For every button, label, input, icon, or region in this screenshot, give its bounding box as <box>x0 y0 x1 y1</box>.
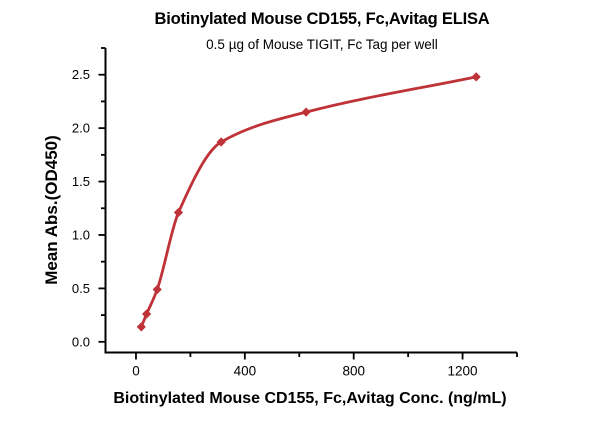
chart-subtitle: 0.5 µg of Mouse TIGIT, Fc Tag per well <box>206 37 438 52</box>
y-tick-label: 0.5 <box>72 281 90 296</box>
y-tick-label: 2.0 <box>72 121 90 136</box>
chart-title: Biotinylated Mouse CD155, Fc,Avitag ELIS… <box>154 10 490 28</box>
fit-curve <box>139 75 478 329</box>
x-tick-label: 1200 <box>448 364 478 379</box>
data-point-marker <box>471 72 481 82</box>
data-point-marker <box>152 284 162 295</box>
data-point-marker <box>173 207 184 218</box>
y-tick-label: 1.5 <box>72 174 90 189</box>
x-tick-label: 800 <box>342 364 365 379</box>
y-tick-label: 0.0 <box>72 334 90 349</box>
axes-frame <box>104 48 517 354</box>
x-axis-label: Biotinylated Mouse CD155, Fc,Avitag Conc… <box>113 390 507 407</box>
data-point-marker <box>136 322 146 332</box>
data-point-marker <box>301 107 311 117</box>
x-tick-label: 0 <box>132 364 140 379</box>
y-tick-label: 1.0 <box>72 227 90 242</box>
data-point-marker <box>141 309 152 319</box>
data-point-marker <box>216 137 226 147</box>
y-tick-label: 2.5 <box>72 67 90 82</box>
x-tick-label: 400 <box>234 364 257 379</box>
